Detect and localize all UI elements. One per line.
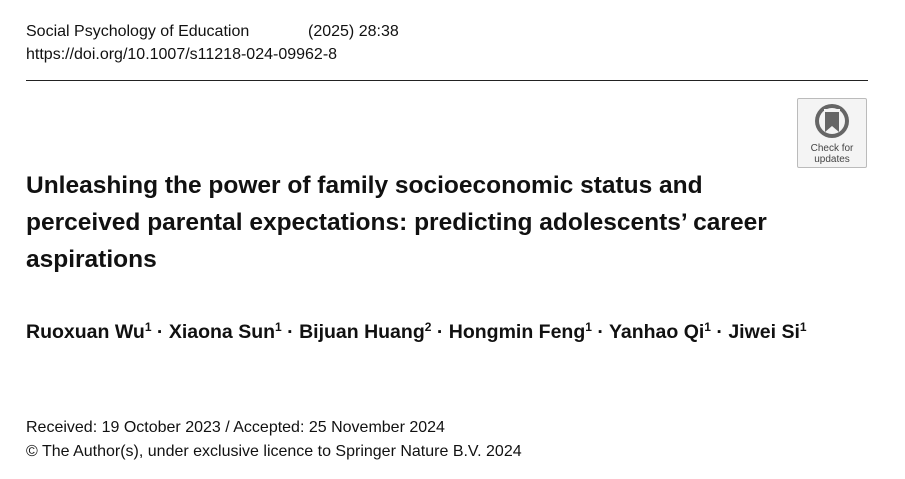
badge-icon — [815, 104, 849, 138]
author: Bijuan Huang2 — [299, 321, 431, 343]
author: Jiwei Si1 — [728, 321, 806, 343]
author-separator: · — [716, 321, 723, 343]
authors: Ruoxuan Wu1 · Xiaona Sun1 · Bijuan Huang… — [26, 318, 841, 347]
author: Hongmin Feng1 — [449, 321, 592, 343]
author-affiliation: 1 — [275, 320, 282, 334]
badge-text: updates — [814, 154, 850, 165]
author-name: Jiwei Si — [728, 321, 800, 343]
article-title: Unleashing the power of family socioecon… — [26, 172, 767, 273]
author: Xiaona Sun1 — [169, 321, 282, 343]
doi[interactable]: https://doi.org/10.1007/s11218-024-09962… — [26, 46, 338, 63]
author-separator: · — [156, 321, 164, 343]
author-name: Hongmin Feng — [448, 321, 586, 343]
journal: Social Psychology of Education — [26, 23, 250, 40]
author-affiliation: 2 — [424, 320, 432, 334]
citation: (2025) 28:38 — [308, 23, 399, 40]
badge-text: Check for — [810, 143, 854, 154]
author-name: Bijuan Huang — [299, 321, 425, 343]
author-separator: · — [597, 321, 604, 343]
author-name: Xiaona Sun — [168, 321, 276, 343]
author-separator: · — [436, 321, 444, 343]
author: Yanhao Qi1 — [609, 321, 711, 343]
author: Ruoxuan Wu1 — [26, 321, 152, 343]
author-affiliation: 1 — [585, 320, 592, 334]
author-affiliation: 1 — [799, 320, 807, 334]
author-separator: · — [287, 321, 294, 343]
rule — [26, 80, 868, 81]
dates: Received: 19 October 2023 / Accepted: 25… — [26, 419, 445, 436]
check-updates-badge[interactable]: Check for updates — [797, 98, 867, 168]
author-name: Ruoxuan Wu — [26, 321, 145, 343]
author-affiliation: 1 — [704, 320, 711, 334]
author-name: Yanhao Qi — [608, 321, 705, 343]
author-affiliation: 1 — [144, 320, 152, 334]
copyright: © The Author(s), under exclusive licence… — [26, 443, 522, 460]
